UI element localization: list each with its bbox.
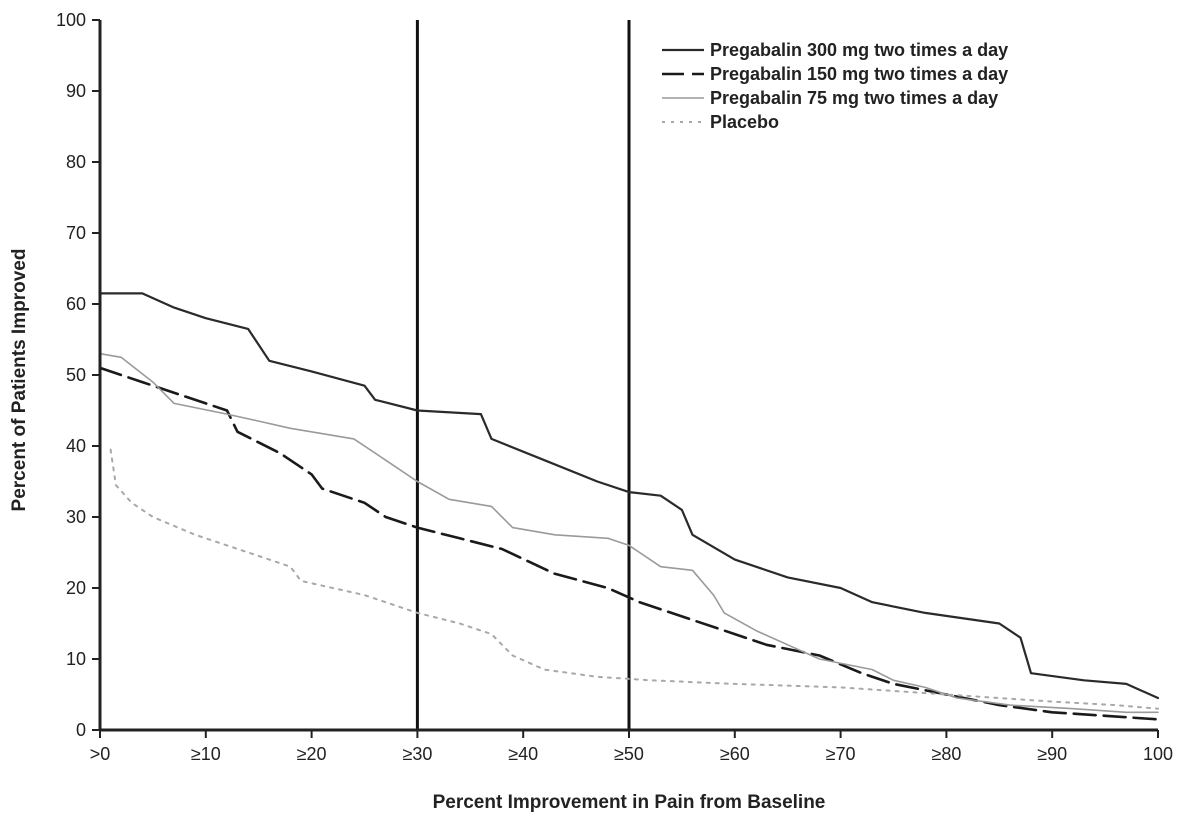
y-tick-label: 30: [66, 507, 86, 527]
y-tick-label: 70: [66, 223, 86, 243]
x-tick-label: ≥90: [1037, 744, 1067, 764]
series-line-1: [98, 292, 1160, 700]
y-tick-label: 20: [66, 578, 86, 598]
y-tick-label: 80: [66, 152, 86, 172]
y-ticks: 0 10 20 30 40 50 60 70 80 90 100: [56, 10, 100, 740]
series-line-4: [109, 448, 1159, 710]
x-tick-label: ≥80: [931, 744, 961, 764]
x-tick-label: ≥10: [191, 744, 221, 764]
y-tick-label: 60: [66, 294, 86, 314]
x-tick-label: ≥20: [297, 744, 327, 764]
x-tick-label: ≥30: [402, 744, 432, 764]
legend-label-2: Pregabalin 150 mg two times a day: [710, 64, 1008, 84]
legend-label-4: Placebo: [710, 112, 779, 132]
x-tick-label: ≥50: [614, 744, 644, 764]
y-tick-label: 100: [56, 10, 86, 30]
x-tick-label: >0: [90, 744, 111, 764]
series-line-2: [98, 366, 1160, 721]
series-line-3: [99, 352, 1159, 714]
series-lines: [98, 292, 1160, 721]
y-tick-label: 0: [76, 720, 86, 740]
y-tick-label: 40: [66, 436, 86, 456]
y-tick-label: 10: [66, 649, 86, 669]
legend-label-1: Pregabalin 300 mg two times a day: [710, 40, 1008, 60]
x-tick-label: ≥40: [508, 744, 538, 764]
x-tick-label: ≥70: [826, 744, 856, 764]
y-tick-label: 90: [66, 81, 86, 101]
legend-label-3: Pregabalin 75 mg two times a day: [710, 88, 998, 108]
y-tick-label: 50: [66, 365, 86, 385]
x-tick-label: ≥60: [720, 744, 750, 764]
x-axis-title: Percent Improvement in Pain from Baselin…: [433, 792, 826, 813]
y-axis-title: Percent of Patients Improved: [9, 249, 30, 512]
x-tick-label: 100: [1143, 744, 1173, 764]
x-ticks: >0 ≥10 ≥20 ≥30 ≥40 ≥50 ≥60 ≥70 ≥80 ≥90 100: [90, 730, 1173, 764]
legend: Pregabalin 300 mg two times a day Pregaba…: [662, 40, 1008, 132]
reference-lines: [415, 20, 631, 730]
